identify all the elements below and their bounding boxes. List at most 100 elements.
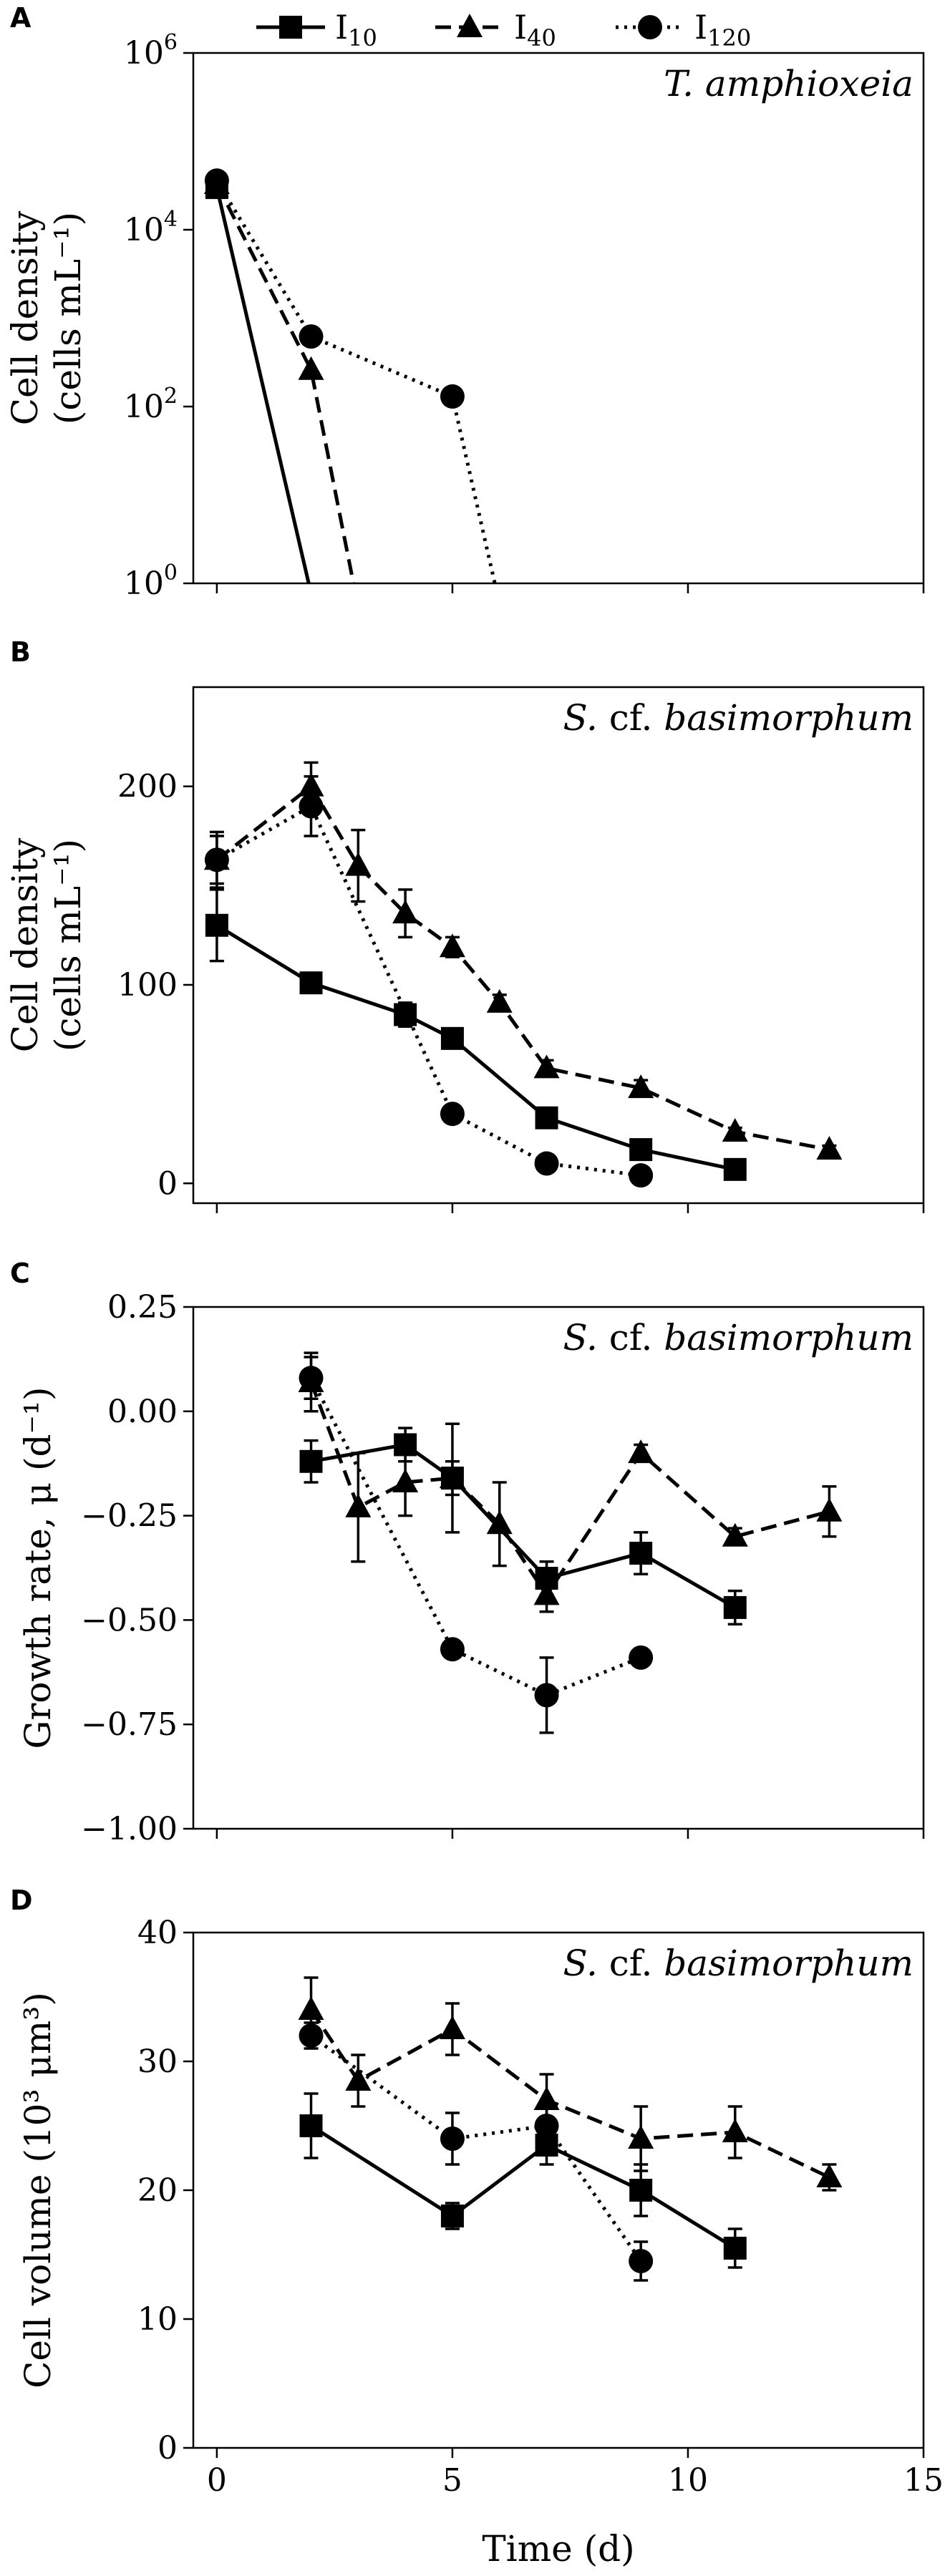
series-i10 [299,1426,747,1625]
data-point [345,2067,372,2091]
y-tick-label: 0.25 [107,1289,178,1326]
data-point [486,1510,513,1535]
x-tick-label: 0 [207,2462,227,2499]
data-point [439,933,465,958]
data-point [629,1645,654,1670]
y-tick-label: 200 [117,769,178,805]
legend-marker-square [279,16,302,39]
series-line [309,1376,642,1698]
data-point [629,2179,653,2202]
data-point [816,1497,843,1522]
panel-label: A [10,2,31,34]
data-point [723,1157,747,1181]
panel-label: B [10,636,31,668]
data-point [722,2119,748,2142]
series-line [215,187,311,583]
data-point [723,2237,747,2260]
data-point [299,2023,324,2048]
data-point [629,1542,653,1565]
y-axis-label-units: (cells mL⁻¹) [47,839,89,1051]
series-i120 [299,1356,654,1734]
panel-d: D 0 5 10 15 Time (d) 0 10 20 30 40 Cell volume (10³… [10,1885,944,2570]
series-i40 [298,1351,843,1613]
legend-entry-i40: I40 [435,8,556,52]
series-i120 [204,168,497,583]
panel-label: C [10,1258,30,1289]
data-point [628,1074,654,1099]
series-i120 [204,775,654,1188]
y-tick-label: −1.00 [81,1811,178,1847]
series-line [215,183,356,583]
data-point [629,1163,654,1188]
series-line [310,2124,737,2250]
data-point [439,2016,465,2039]
data-point [440,384,465,409]
y-tick-label: 20 [137,2172,178,2209]
axes-frame [192,686,925,1205]
series-line [215,923,736,1172]
x-tick-label: 5 [442,2462,462,2499]
species-label: S. cf. basimorphum [563,697,913,739]
y-axis-label: Cell density [4,837,46,1052]
data-point [629,2249,654,2273]
axes-frame [192,1306,925,1830]
data-point [535,1106,558,1129]
data-point [440,1102,465,1127]
y-tick-label: 100 [124,560,178,602]
data-point [204,168,229,193]
y-axis-label: Cell volume (10³ μm³) [17,1992,59,2388]
data-point [440,2127,465,2151]
data-point [629,1138,653,1162]
y-tick-label: 0.00 [107,1394,178,1430]
data-point [298,1996,324,2020]
data-point [345,1493,372,1517]
y-tick-label: 10 [137,2301,178,2338]
x-axis-label: Time (d) [482,2528,634,2570]
data-point [533,1054,560,1079]
y-axis-label: Growth rate, μ (d⁻¹) [17,1387,59,1749]
data-point [298,356,324,380]
data-point [299,1366,324,1391]
species-label: S. cf. basimorphum [563,1943,913,1984]
y-tick-label: −0.75 [81,1706,178,1743]
panel-b: B 0 100 200 Cell density (cells mL⁻¹) S. cf. b… [4,636,925,1213]
series-line [215,783,830,1152]
series-line [311,1442,737,1610]
y-axis-label-units: (cells mL⁻¹) [47,212,89,424]
y-tick-label: 0 [157,1165,178,1202]
y-axis-label: Cell density [4,210,46,425]
axes-frame [192,52,925,585]
data-point [440,1026,464,1050]
species-label: S. cf. basimorphum [563,1317,913,1359]
series-i10 [205,888,747,1181]
y-tick-label: 0 [157,2430,178,2466]
series-i120 [299,2021,654,2282]
y-tick-label: −0.50 [81,1602,178,1638]
data-point [439,1464,465,1489]
data-point [723,1595,747,1619]
series-i40 [203,761,843,1160]
panel-c: C 0.25 0.00 −0.25 −0.50 −0.75 −1.00 Growth rate… [10,1258,925,1847]
data-point [299,1449,323,1473]
x-tick-label: 10 [668,2462,708,2499]
series-i10 [205,176,311,583]
legend-label: I40 [514,8,556,52]
data-point [534,1683,559,1708]
data-point [345,852,372,876]
data-point [299,971,323,995]
x-tick-label: 15 [903,2462,944,2499]
axes-frame [192,1931,925,2449]
panel-label: D [10,1885,33,1916]
legend-entry-i10: I10 [256,8,377,52]
data-point [440,2205,464,2227]
data-point [816,1136,843,1160]
species-label: T. amphioxeia [664,63,913,105]
legend-label: I120 [694,8,751,52]
data-point [205,913,228,937]
data-point [628,2125,654,2149]
data-point [392,900,419,924]
series-line [310,2033,643,2262]
y-tick-label: 30 [137,2043,178,2080]
